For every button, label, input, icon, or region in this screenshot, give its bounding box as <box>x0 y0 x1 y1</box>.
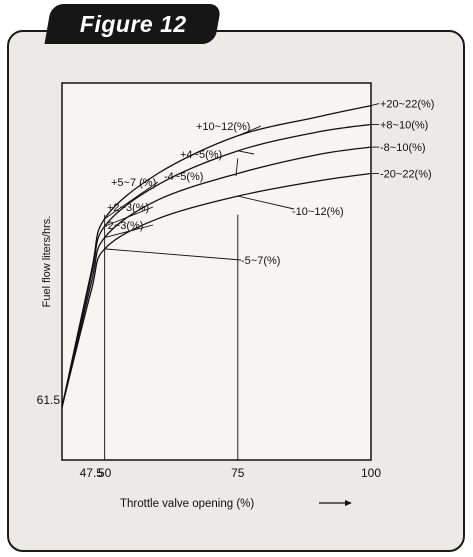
series-line-1 <box>61 123 372 408</box>
annotation-leader-2 <box>235 158 239 177</box>
curve-annotation-5: +2~3(%) <box>107 202 149 214</box>
annotation-leader-6 <box>104 224 154 239</box>
annotation-leader-0 <box>237 125 262 137</box>
curve-annotation-4: +5~7 (%) <box>111 177 156 189</box>
series-label-0: +20~22(%) <box>380 99 434 111</box>
series-leader-0 <box>370 103 380 107</box>
annotation-leader-4 <box>104 181 159 220</box>
annotation-leader-7 <box>104 248 242 261</box>
annotation-leader-1 <box>237 150 255 155</box>
series-line-3 <box>61 172 372 408</box>
curve-annotation-7: -5~7(%) <box>241 255 280 267</box>
curve-annotation-0: +10~12(%) <box>196 121 250 133</box>
x-tick-label-3: 100 <box>361 466 381 480</box>
curve-annotation-6: -2~3(%) <box>104 220 143 232</box>
x-tick-label-1: 50 <box>98 466 112 480</box>
plot-area <box>61 82 372 461</box>
x-tick-label-2: 75 <box>231 466 245 480</box>
annotation-leader-5 <box>104 206 154 227</box>
curve-annotation-2: -4~5(%) <box>164 171 203 183</box>
series-label-1: +8~10(%) <box>380 119 428 131</box>
curve-annotation-1: +4~5(%) <box>180 149 222 161</box>
x-axis-label: Throttle valve opening (%) <box>120 498 254 510</box>
y-tick-label-0: 61.5 <box>37 393 61 407</box>
series-line-2 <box>61 146 372 408</box>
series-label-3: -20~22(%) <box>380 168 432 180</box>
curve-annotation-3: -10~12(%) <box>292 206 344 218</box>
y-axis-label: Fuel flow liters/hrs. <box>41 216 53 308</box>
x-axis-arrowhead <box>345 500 352 506</box>
series-line-0 <box>61 104 372 408</box>
x-tick-label-0: 47.5 <box>80 466 104 480</box>
annotation-leader-3 <box>237 195 295 210</box>
series-label-2: -8~10(%) <box>380 142 426 154</box>
